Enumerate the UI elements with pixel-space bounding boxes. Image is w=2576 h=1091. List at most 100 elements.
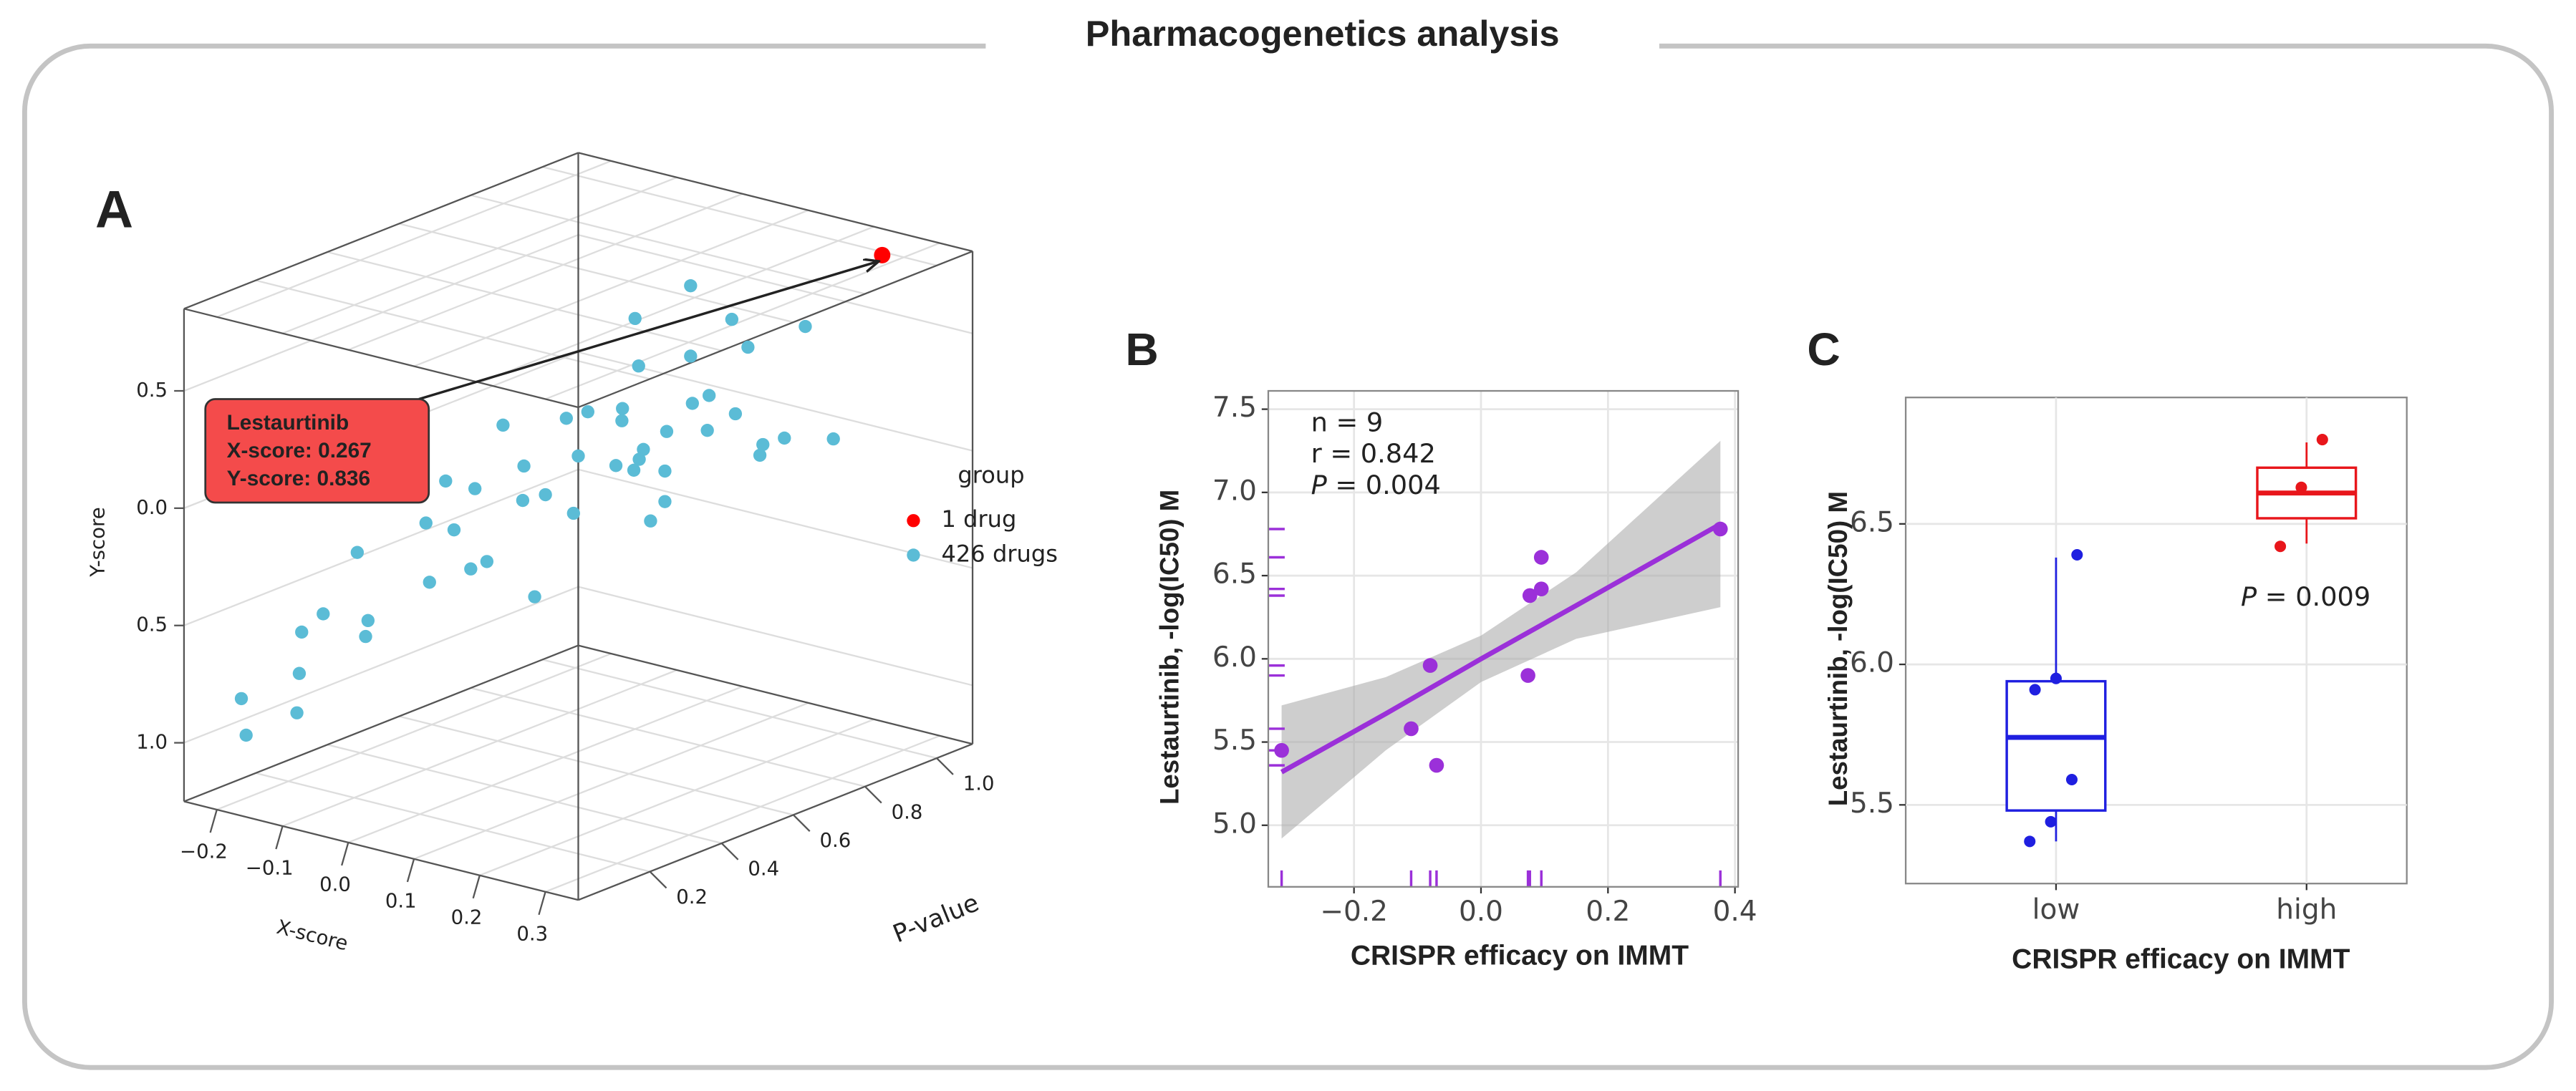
data-point [2029,684,2041,696]
tick-mark [472,875,481,899]
legend-label: 1 drug [941,505,1016,533]
grid-line [282,669,677,827]
data-point [234,692,249,706]
data-point [581,405,595,419]
data-point [468,482,482,495]
legend-label: 426 drugs [941,540,1058,567]
confidence-band [1281,440,1721,839]
data-point [741,340,755,354]
legend-swatch [907,548,920,562]
data-point [439,474,453,488]
tick-mark [209,809,218,833]
box-edge [578,250,973,409]
data-point [1404,721,1419,737]
x-tick-label: high [2276,894,2337,926]
data-point [756,437,770,452]
callout-box [204,398,430,504]
grid-line [542,659,937,760]
tick-mark [538,891,546,916]
data-point [2065,773,2078,786]
data-point [684,349,698,363]
grid-line [216,652,612,811]
data-point [660,425,674,438]
grid-line [216,160,612,318]
data-point [361,614,375,628]
y-axis-title: Y-score [87,507,110,577]
panel-letter: B [1125,324,1158,375]
z-tick-label: 0.4 [748,858,779,881]
z-tick-label: 0.2 [676,886,708,908]
grid-line [183,234,579,392]
box-body [2005,679,2107,812]
tick-mark [649,871,667,889]
data-point [632,452,646,466]
data-point [725,312,739,326]
data-point [2316,434,2328,446]
data-point [566,506,580,520]
data-point [728,407,743,421]
grid-line [479,718,874,876]
plot-border [1267,389,1740,888]
y-tick-label: 6.5 [1212,558,1257,591]
data-point [447,523,461,537]
grid-line [255,772,650,873]
data-point [644,514,657,528]
callout-arrow [418,262,877,401]
x-tick-label: 0.2 [451,906,483,928]
data-point [239,728,253,742]
z-tick-label: 0.6 [820,829,852,852]
callout-text: X-score: 0.267 [227,439,372,462]
data-point [295,625,309,639]
p-annotation: P = 0.009 [2241,581,2370,611]
data-point [753,448,767,462]
y-tick-label: 7.0 [1212,475,1257,507]
data-point [1533,581,1549,596]
x-axis-title: CRISPR efficacy on IMMT [1351,941,1689,971]
p-text: = 0.004 [1327,470,1441,500]
grid-line [413,702,809,860]
data-point [609,459,623,472]
y-tick-label: 0.5 [136,614,168,636]
data-point [419,516,433,530]
data-point [826,432,840,446]
p-text: = 0.009 [2257,581,2370,611]
y-tick-label: 0.5 [136,379,168,402]
title-gap [985,16,1659,72]
data-point [571,449,585,463]
data-point [685,397,699,410]
data-point [516,493,530,508]
data-point [703,389,716,402]
grid-line [398,223,794,324]
x-tick-label: low [2032,894,2080,926]
y-tick-label: 5.5 [1212,724,1257,757]
tick-mark [864,785,882,804]
data-point [2071,548,2083,561]
x-tick-label: −0.2 [1320,896,1388,928]
data-point [539,488,552,502]
data-point [517,459,531,473]
grid-line [542,166,937,266]
grid-line [398,715,794,816]
grid-line [327,744,722,845]
tick-mark [341,842,349,866]
data-point [1522,588,1538,603]
z-tick-label: 0.8 [892,800,923,823]
box-edge [183,308,579,409]
y-tick-label: 1.0 [136,731,168,754]
grid-line [347,685,743,843]
y-tick-label: 6.0 [1212,641,1257,674]
p-annotation: P = 0.004 [1311,470,1441,500]
data-point [778,431,791,445]
annotation: r = 0.842 [1311,438,1436,469]
data-point [292,666,307,680]
z-axis-title: P-value [889,888,983,949]
y-tick-label: 5.5 [1850,787,1894,820]
z-tick-label: 1.0 [963,772,995,795]
data-point [684,278,698,293]
y-tick-label: 6.0 [1850,647,1894,679]
data-point [317,607,330,621]
box-edge [183,152,579,310]
data-point [2050,672,2062,684]
data-point [423,576,436,589]
